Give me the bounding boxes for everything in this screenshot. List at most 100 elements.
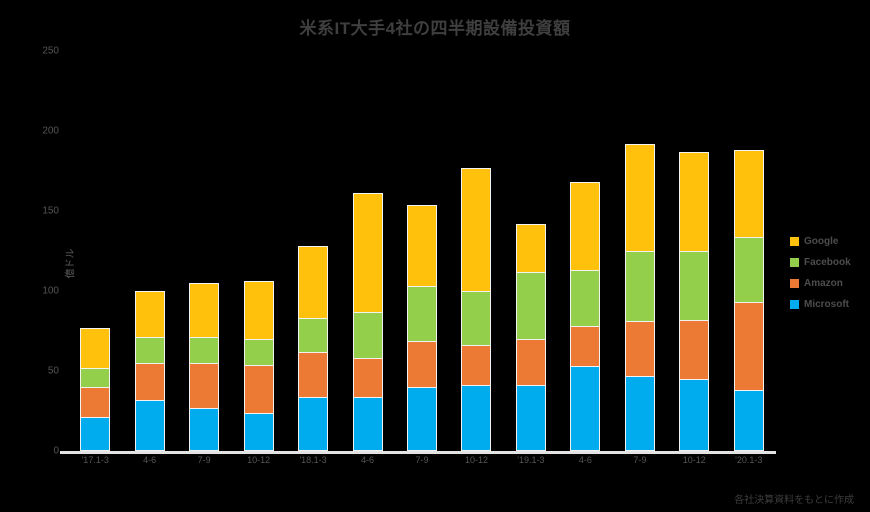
legend-label: Facebook [804, 257, 851, 268]
x-axis-tick-label: 7-9 [633, 455, 647, 465]
x-axis-tick-label: '17.1-3 [81, 455, 109, 465]
bar-stack[interactable] [624, 143, 655, 451]
x-axis-tick-label: '19.1-3 [517, 455, 545, 465]
legend-swatch-icon [790, 258, 799, 267]
bar-segment-microsoft[interactable] [80, 417, 111, 451]
bar-segment-facebook[interactable] [80, 367, 111, 388]
bar-segment-amazon[interactable] [134, 363, 165, 400]
bar-segment-facebook[interactable] [243, 339, 274, 365]
bar-segment-facebook[interactable] [679, 251, 710, 320]
bar-segment-microsoft[interactable] [407, 387, 437, 451]
axis-baseline [60, 451, 776, 454]
bar-segment-amazon[interactable] [298, 351, 329, 397]
bar-segment-facebook[interactable] [134, 337, 165, 364]
bar-segment-amazon[interactable] [243, 364, 274, 413]
x-axis-tick-label: 4-6 [361, 455, 375, 465]
x-axis-tick-label: 7-9 [197, 455, 211, 465]
bar-segment-amazon[interactable] [80, 387, 111, 418]
bar-segment-facebook[interactable] [515, 271, 546, 340]
bar-segment-google[interactable] [80, 327, 111, 368]
bar-stack[interactable] [407, 204, 437, 451]
bar-segment-microsoft[interactable] [352, 396, 383, 451]
bar-segment-microsoft[interactable] [189, 407, 220, 451]
bar-segment-google[interactable] [298, 246, 329, 319]
bar-stack[interactable] [352, 193, 383, 451]
legend: Google Facebook Amazon Microsoft [790, 231, 851, 315]
x-axis-tick-label: 10-12 [247, 455, 271, 465]
bar-segment-microsoft[interactable] [679, 379, 710, 451]
legend-item-facebook[interactable]: Facebook [790, 252, 851, 273]
bar-segment-google[interactable] [134, 291, 165, 338]
bar-segment-facebook[interactable] [624, 251, 655, 322]
bar-stack[interactable] [134, 291, 165, 451]
bar-stack[interactable] [461, 167, 492, 451]
bar-segment-amazon[interactable] [679, 319, 710, 379]
bar-stack[interactable] [515, 223, 546, 451]
legend-item-amazon[interactable]: Amazon [790, 273, 851, 294]
bar-segment-amazon[interactable] [733, 302, 764, 391]
bar-segment-amazon[interactable] [515, 339, 546, 386]
bar-segment-facebook[interactable] [733, 236, 764, 303]
bar-segment-facebook[interactable] [570, 270, 601, 327]
bar-stack[interactable] [570, 182, 601, 451]
bar-segment-google[interactable] [570, 182, 601, 271]
y-axis-tick-label: 50 [47, 365, 59, 377]
bar-stack[interactable] [679, 151, 710, 451]
bar-segment-microsoft[interactable] [624, 375, 655, 451]
bar-segment-google[interactable] [352, 193, 383, 312]
legend-item-microsoft[interactable]: Microsoft [790, 294, 851, 315]
x-axis-tick-label: 4-6 [578, 455, 592, 465]
legend-item-google[interactable]: Google [790, 231, 851, 252]
bar-stack[interactable] [298, 246, 329, 451]
bar-segment-amazon[interactable] [352, 358, 383, 397]
legend-swatch-icon [790, 279, 799, 288]
legend-label: Microsoft [804, 299, 849, 310]
plot-area: 億ドル 0 50 100 150 200 250 '17.1-3 4-6 7-9 10-12 '1… [42, 46, 776, 465]
bar-stack[interactable] [80, 327, 111, 451]
bar-segment-google[interactable] [189, 283, 220, 338]
x-axis-tick-label: 4-6 [143, 455, 157, 465]
bar-segment-microsoft[interactable] [243, 412, 274, 451]
x-axis-tick-label: 10-12 [682, 455, 706, 465]
bar-segment-amazon[interactable] [407, 340, 437, 387]
y-axis-tick-label: 0 [53, 445, 59, 457]
bar-segment-google[interactable] [461, 167, 492, 292]
x-axis-tick-label: 7-9 [415, 455, 429, 465]
legend-label: Google [804, 236, 839, 247]
y-axis-tick-label: 100 [42, 285, 59, 297]
chart-title: 米系IT大手4社の四半期設備投資額 [299, 19, 571, 38]
bar-segment-google[interactable] [407, 204, 437, 287]
bar-segment-facebook[interactable] [407, 286, 437, 341]
bar-segment-facebook[interactable] [189, 337, 220, 364]
bar-stack[interactable] [243, 281, 274, 451]
bar-segment-google[interactable] [624, 143, 655, 252]
bar-segment-amazon[interactable] [624, 321, 655, 376]
bar-segment-microsoft[interactable] [570, 366, 601, 451]
legend-swatch-icon [790, 300, 799, 309]
bar-segment-facebook[interactable] [461, 291, 492, 346]
bar-segment-facebook[interactable] [298, 318, 329, 352]
x-axis-tick-label: '20.1-3 [735, 455, 763, 465]
bar-segment-amazon[interactable] [570, 326, 601, 367]
bar-stack[interactable] [189, 283, 220, 451]
bar-segment-microsoft[interactable] [134, 399, 165, 451]
legend-label: Amazon [804, 278, 843, 289]
bar-segment-google[interactable] [733, 150, 764, 237]
bar-stack[interactable] [733, 150, 764, 451]
source-note: 各社決算資料をもとに作成 [734, 495, 854, 506]
bar-segment-amazon[interactable] [189, 363, 220, 408]
bar-segment-google[interactable] [243, 281, 274, 340]
bar-segment-facebook[interactable] [352, 311, 383, 359]
bar-segment-google[interactable] [679, 151, 710, 252]
bar-segment-microsoft[interactable] [461, 385, 492, 451]
bar-segment-microsoft[interactable] [298, 396, 329, 451]
bar-segment-amazon[interactable] [461, 345, 492, 386]
x-axis-tick-label: '18.1-3 [299, 455, 327, 465]
y-axis-tick-label: 200 [42, 125, 59, 137]
bar-segment-microsoft[interactable] [515, 385, 546, 451]
bar-segment-microsoft[interactable] [733, 390, 764, 451]
x-axis-tick-label: 10-12 [464, 455, 488, 465]
y-axis-tick-label: 150 [42, 205, 59, 217]
bar-segment-google[interactable] [515, 223, 546, 272]
